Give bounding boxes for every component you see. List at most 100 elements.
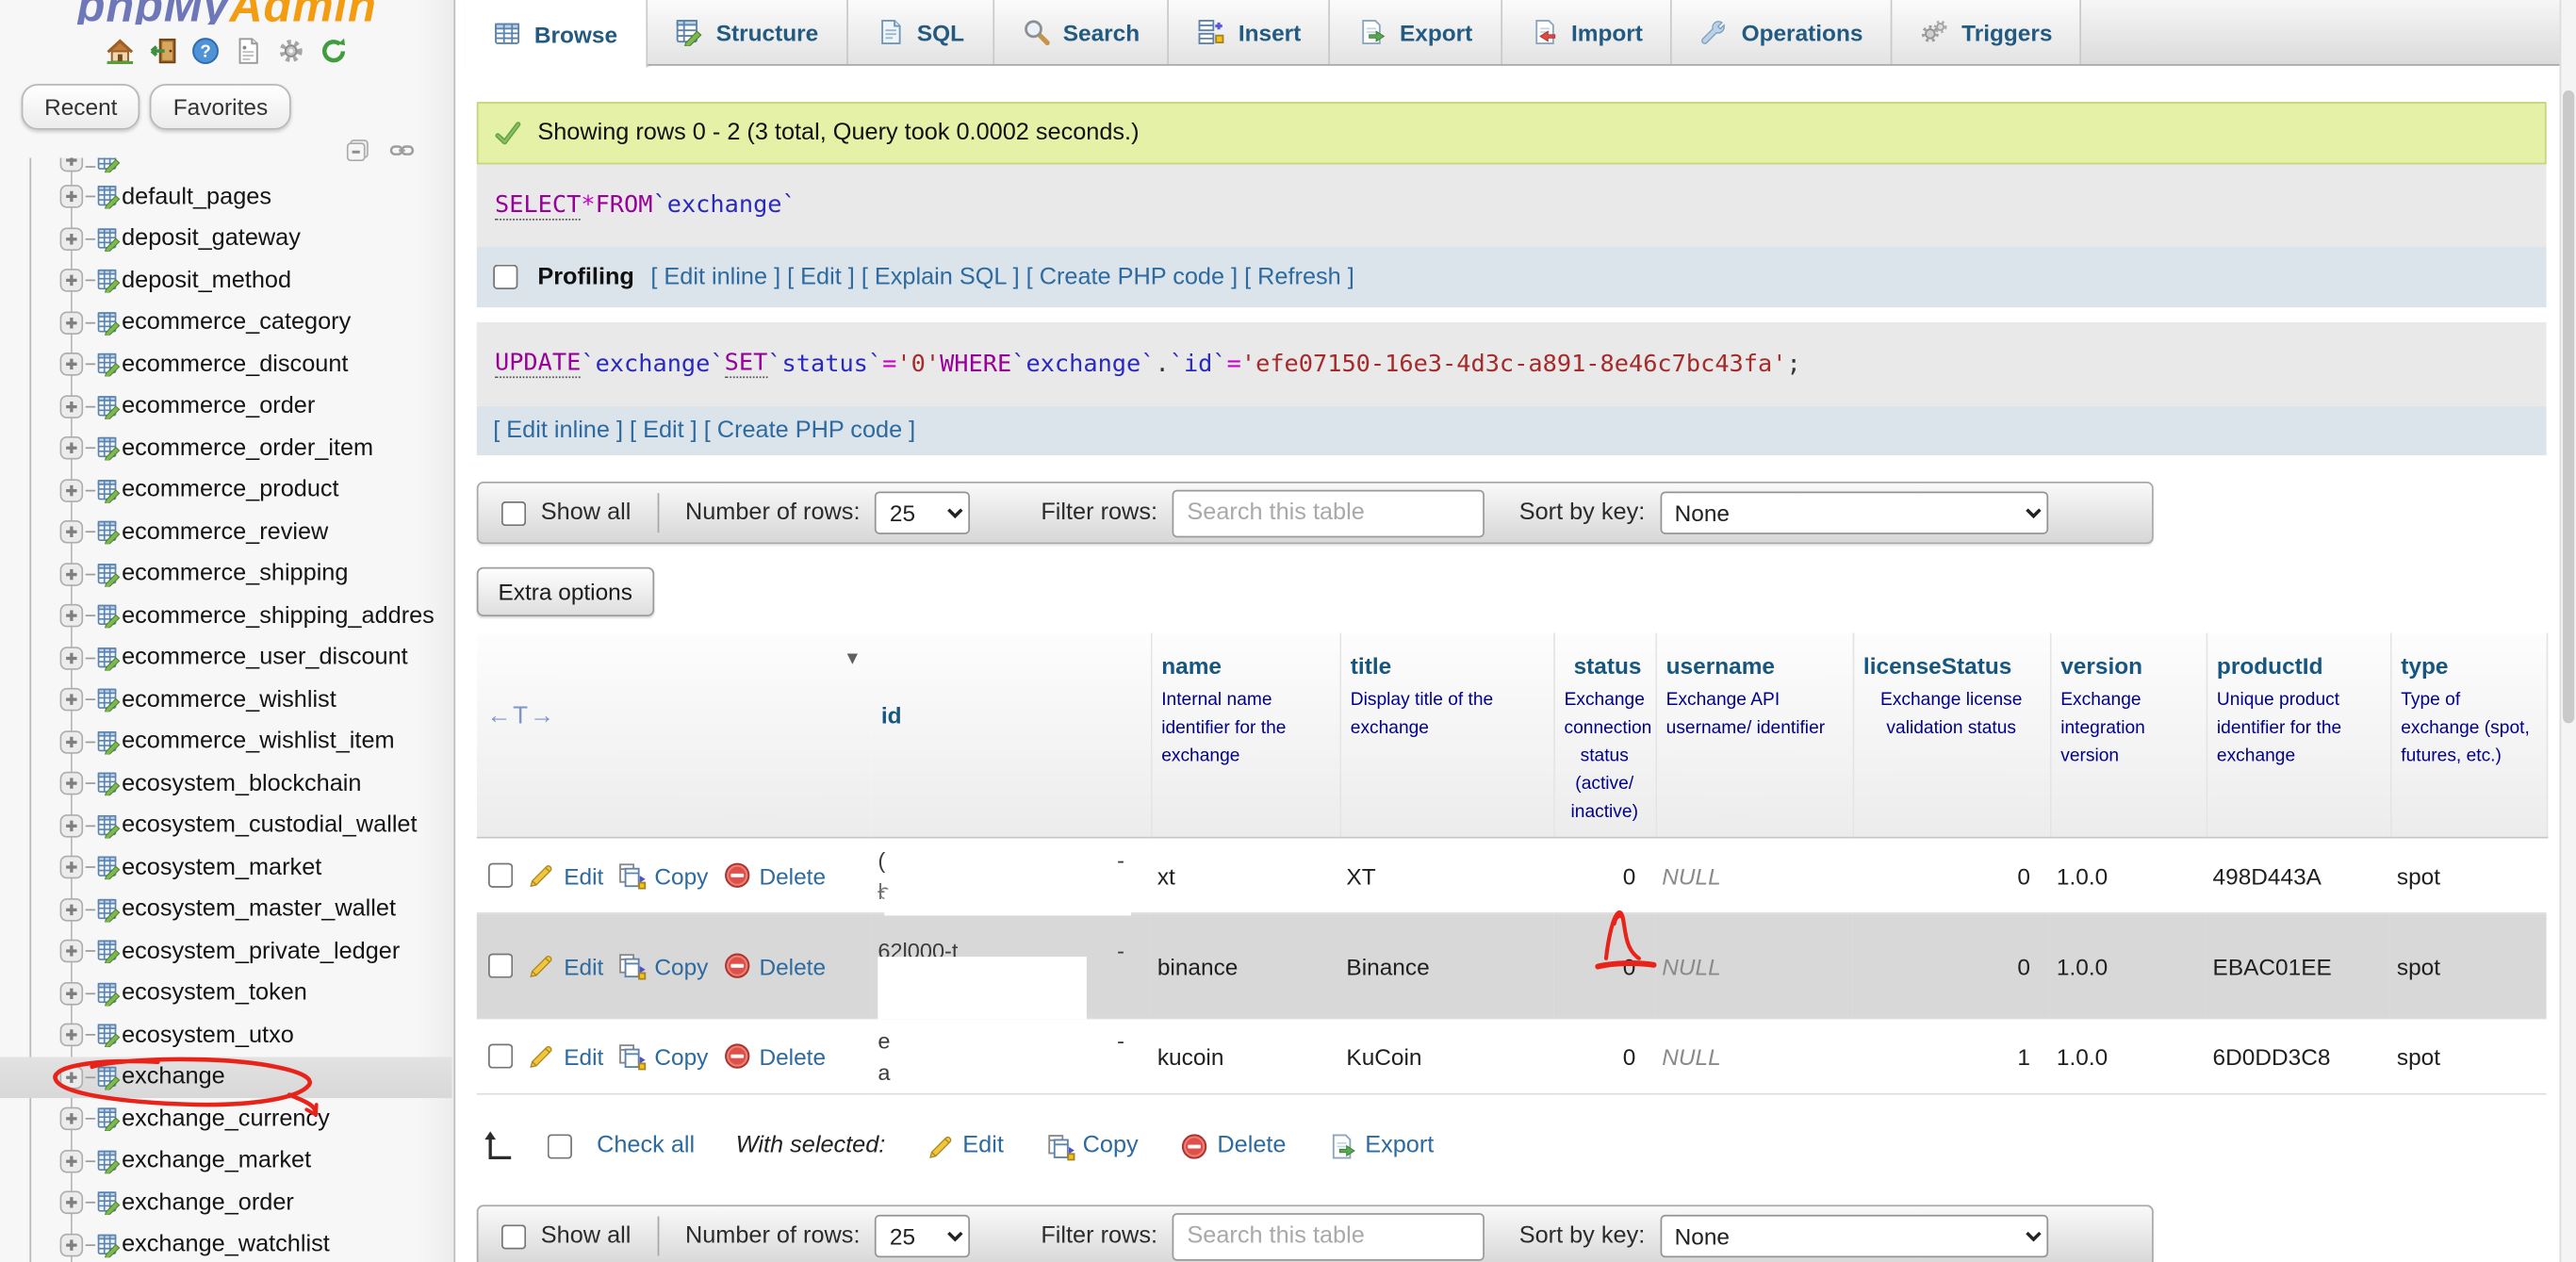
expand-icon[interactable] xyxy=(59,269,84,293)
expand-icon[interactable] xyxy=(59,562,84,586)
with-selected-delete[interactable]: Delete xyxy=(1181,1132,1287,1160)
table-link[interactable]: ecosystem_utxo xyxy=(122,1022,294,1049)
scrollbar-thumb[interactable] xyxy=(2563,90,2575,724)
row-checkbox[interactable] xyxy=(487,953,514,979)
panel-button-recent[interactable]: Recent xyxy=(21,83,140,130)
table-link[interactable]: default_pages xyxy=(122,183,271,210)
home-icon[interactable] xyxy=(106,36,135,65)
table-link[interactable]: ecommerce_review xyxy=(122,518,329,546)
query-link-edit[interactable]: [ Edit ] xyxy=(787,263,861,290)
tab-browse[interactable]: Browse xyxy=(465,0,648,68)
table-link[interactable]: ecosystem_master_wallet xyxy=(122,895,397,923)
row-action-edit[interactable]: Edit xyxy=(528,861,603,890)
table-link[interactable]: ecommerce_product xyxy=(122,477,339,504)
sidebar-item-exchange[interactable]: exchange xyxy=(0,1056,452,1099)
help-icon[interactable]: ? xyxy=(190,36,220,65)
extra-options-button[interactable]: Extra options xyxy=(476,566,654,617)
log-out-icon[interactable] xyxy=(148,36,177,65)
column-header-name[interactable]: name Internal name identifier for the exc… xyxy=(1150,632,1341,839)
expand-icon[interactable] xyxy=(59,1023,84,1047)
tab-insert[interactable]: Insert xyxy=(1169,0,1331,65)
expand-icon[interactable] xyxy=(59,981,84,1006)
expand-icon[interactable] xyxy=(59,646,84,670)
table-filter-input[interactable] xyxy=(1172,488,1485,537)
table-link[interactable]: ecommerce_wishlist_item xyxy=(122,729,395,755)
expand-icon[interactable] xyxy=(59,855,84,879)
table-link[interactable]: deposit_gateway xyxy=(122,225,301,253)
transpose-icon[interactable]: ←T→ xyxy=(486,701,556,730)
sidebar-item-ecommerce_wishlist[interactable]: ecommerce_wishlist xyxy=(0,679,452,720)
sidebar-item-ecommerce_discount[interactable]: ecommerce_discount xyxy=(0,344,452,385)
number-of-rows-select[interactable]: 25 xyxy=(875,1215,971,1258)
table-link[interactable]: ecommerce_order xyxy=(122,393,316,420)
panel-button-favorites[interactable]: Favorites xyxy=(150,83,291,130)
column-header-title[interactable]: title Display title of the exchange xyxy=(1339,632,1555,839)
row-action-copy[interactable]: Copy xyxy=(618,952,708,980)
documentation-icon[interactable] xyxy=(234,36,263,65)
row-action-copy[interactable]: Copy xyxy=(618,861,708,890)
expand-icon[interactable] xyxy=(59,394,84,418)
sort-by-key-select[interactable]: None xyxy=(1659,491,2048,534)
sidebar-item-exchange_market[interactable]: exchange_market xyxy=(0,1140,452,1182)
expand-icon[interactable] xyxy=(59,310,84,335)
tab-search[interactable]: Search xyxy=(993,0,1170,65)
row-action-copy[interactable]: Copy xyxy=(618,1042,708,1071)
expand-icon[interactable] xyxy=(59,478,84,502)
column-header-productId[interactable]: productId Unique product identifier for t… xyxy=(2206,632,2391,839)
table-link[interactable]: ecosystem_custodial_wallet xyxy=(122,812,418,839)
check-all-checkbox[interactable] xyxy=(547,1133,572,1159)
expand-icon[interactable] xyxy=(59,185,84,209)
table-link[interactable]: ecommerce_wishlist xyxy=(122,686,336,713)
tab-export[interactable]: Export xyxy=(1330,0,1502,65)
row-checkbox[interactable] xyxy=(487,863,514,889)
sidebar-item-exchange_order[interactable]: exchange_order xyxy=(0,1182,452,1223)
sidebar-item-exchange_watchlist[interactable]: exchange_watchlist xyxy=(0,1223,452,1262)
row-action-delete[interactable]: Delete xyxy=(723,861,826,890)
collapse-all-icon[interactable] xyxy=(345,139,369,163)
sidebar-item-ecommerce_order_item[interactable]: ecommerce_order_item xyxy=(0,427,452,468)
column-header-status[interactable]: status Exchange connection status (active… xyxy=(1553,632,1657,839)
sidebar-item-ecosystem_utxo[interactable]: ecosystem_utxo xyxy=(0,1014,452,1056)
query-link-refresh[interactable]: [ Refresh ] xyxy=(1244,263,1361,290)
with-selected-export[interactable]: Export xyxy=(1329,1132,1434,1160)
column-header-type[interactable]: type Type of exchange (spot, futures, etc… xyxy=(2389,632,2548,839)
query-link-edit-inline[interactable]: [ Edit inline ] xyxy=(493,418,631,444)
expand-icon[interactable] xyxy=(59,897,84,922)
column-header-version[interactable]: version Exchange integration version xyxy=(2049,632,2207,839)
number-of-rows-select[interactable]: 25 xyxy=(875,491,971,534)
row-action-delete[interactable]: Delete xyxy=(723,952,826,980)
expand-icon[interactable] xyxy=(59,1190,84,1215)
column-actions-icon[interactable]: ▼ xyxy=(843,648,861,669)
sidebar-item-deposit_gateway[interactable]: deposit_gateway xyxy=(0,218,452,259)
table-link[interactable]: ecosystem_private_ledger xyxy=(122,938,401,965)
sidebar-item-deposit_method[interactable]: deposit_method xyxy=(0,260,452,302)
with-selected-edit[interactable]: Edit xyxy=(927,1132,1004,1160)
tab-sql[interactable]: SQL xyxy=(847,0,994,65)
query-link-edit-inline[interactable]: [ Edit inline ] xyxy=(650,263,788,290)
expand-icon[interactable] xyxy=(59,520,84,545)
table-link[interactable]: deposit_method xyxy=(122,267,292,294)
table-link[interactable]: ecosystem_blockchain xyxy=(122,770,362,797)
table-link[interactable]: exchange_order xyxy=(122,1189,294,1217)
column-header-id[interactable]: id xyxy=(871,632,1152,839)
sidebar-item-ecosystem_master_wallet[interactable]: ecosystem_master_wallet xyxy=(0,889,452,930)
sort-by-key-select[interactable]: None xyxy=(1659,1215,2048,1258)
reload-icon[interactable] xyxy=(319,36,348,65)
expand-icon[interactable] xyxy=(59,604,84,629)
expand-icon[interactable] xyxy=(59,226,84,251)
sidebar-item-ecommerce_category[interactable]: ecommerce_category xyxy=(0,302,452,343)
sidebar-item-ecommerce_review[interactable]: ecommerce_review xyxy=(0,511,452,552)
query-link-create-php-code[interactable]: [ Create PHP code ] xyxy=(1025,263,1245,290)
column-header-username[interactable]: username Exchange API username/ identifie… xyxy=(1655,632,1854,839)
expand-icon[interactable] xyxy=(59,687,84,712)
query-link-edit[interactable]: [ Edit ] xyxy=(630,418,704,444)
expand-icon[interactable] xyxy=(59,1065,84,1090)
table-link[interactable]: ecommerce_shipping_addres xyxy=(122,602,435,630)
table-link[interactable]: exchange_watchlist xyxy=(122,1231,330,1258)
phpmyadmin-logo[interactable]: phpMyAdmin xyxy=(0,0,453,25)
vertical-scrollbar[interactable] xyxy=(2559,0,2576,1262)
sidebar-item-ecommerce_wishlist_item[interactable]: ecommerce_wishlist_item xyxy=(0,721,452,762)
table-link[interactable]: ecommerce_user_discount xyxy=(122,645,408,672)
query-link-create-php-code[interactable]: [ Create PHP code ] xyxy=(703,418,923,444)
sidebar-item-ecosystem_token[interactable]: ecosystem_token xyxy=(0,973,452,1014)
